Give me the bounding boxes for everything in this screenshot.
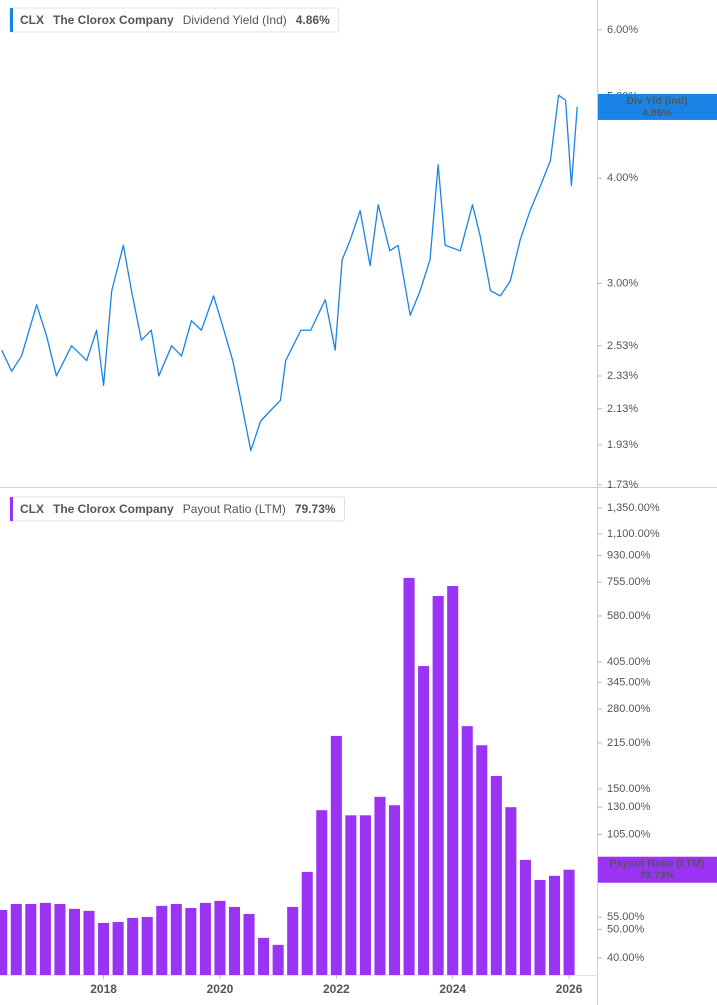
legend-series-name: Payout Ratio (LTM) bbox=[183, 502, 286, 516]
bar bbox=[418, 666, 430, 975]
legend-company: The Clorox Company bbox=[53, 13, 174, 27]
legend-ticker: CLX bbox=[20, 13, 44, 27]
y-tick-label: 1.93% bbox=[607, 439, 638, 451]
y-tick-label: 930.00% bbox=[607, 550, 651, 562]
bar bbox=[0, 909, 8, 975]
y-tick-label: 215.00% bbox=[607, 737, 651, 749]
current-value-box bbox=[598, 93, 717, 120]
y-tick-label: 55.00% bbox=[607, 911, 645, 923]
bar bbox=[447, 586, 459, 975]
bar bbox=[272, 944, 284, 975]
y-tick-label: 4.00% bbox=[607, 172, 638, 184]
y-tick-label: 150.00% bbox=[607, 783, 651, 795]
y-tick-label: 755.00% bbox=[607, 576, 651, 588]
bar bbox=[374, 796, 386, 975]
bar bbox=[388, 805, 401, 975]
bar bbox=[505, 807, 517, 975]
y-tick-label: 6.00% bbox=[607, 24, 638, 36]
bar bbox=[243, 913, 255, 975]
y-tick-label: 1,350.00% bbox=[607, 502, 660, 514]
bar bbox=[476, 745, 488, 975]
bar bbox=[301, 871, 313, 975]
bar bbox=[330, 735, 342, 975]
legend-ticker: CLX bbox=[20, 502, 44, 516]
current-value-name: Div Yld (Ind) bbox=[626, 95, 687, 107]
bar bbox=[316, 810, 328, 975]
bar bbox=[83, 910, 95, 975]
y-tick-label: 1.73% bbox=[607, 479, 638, 491]
current-value-name: Payout Ratio (LTM) bbox=[610, 858, 705, 870]
legend-current-value: 79.73% bbox=[295, 502, 336, 516]
y-tick-label: 2.13% bbox=[607, 403, 638, 415]
bar bbox=[563, 869, 575, 975]
bar bbox=[258, 937, 270, 975]
y-tick-label: 50.00% bbox=[607, 923, 645, 935]
bar bbox=[214, 900, 226, 975]
y-tick-label: 105.00% bbox=[607, 829, 651, 841]
bar bbox=[432, 595, 444, 975]
x-tick-label: 2026 bbox=[556, 982, 583, 996]
bar bbox=[10, 903, 22, 975]
current-value-label: 4.86% bbox=[642, 107, 672, 119]
y-tick-label: 2.53% bbox=[607, 340, 638, 352]
bar bbox=[185, 908, 197, 975]
y-tick-label: 580.00% bbox=[607, 610, 651, 622]
bar bbox=[127, 917, 139, 975]
legend-company: The Clorox Company bbox=[53, 502, 174, 516]
plot-area bbox=[0, 577, 575, 975]
bar bbox=[199, 902, 211, 975]
y-tick-label: 40.00% bbox=[607, 952, 645, 964]
bar bbox=[359, 815, 371, 975]
y-tick-label: 1,100.00% bbox=[607, 528, 660, 540]
current-value-box bbox=[598, 856, 717, 883]
bar bbox=[548, 875, 561, 975]
bar bbox=[112, 921, 124, 975]
y-tick-label: 280.00% bbox=[607, 703, 651, 715]
y-tick-label: 3.00% bbox=[607, 277, 638, 289]
legend: CLX The Clorox Company Payout Ratio (LTM) 7… bbox=[9, 496, 346, 522]
bar bbox=[68, 908, 81, 975]
bar bbox=[403, 577, 415, 975]
y-tick-label: 405.00% bbox=[607, 656, 651, 668]
x-tick-label: 2022 bbox=[323, 982, 350, 996]
bar bbox=[228, 906, 241, 975]
bar bbox=[156, 905, 168, 975]
y-tick-label: 2.33% bbox=[607, 370, 638, 382]
legend: CLX The Clorox Company Dividend Yield (Ind… bbox=[9, 7, 340, 33]
bar bbox=[141, 916, 153, 975]
bar bbox=[490, 775, 502, 975]
x-tick-label: 2024 bbox=[439, 982, 466, 996]
bar bbox=[534, 879, 546, 975]
x-tick-label: 2020 bbox=[207, 982, 234, 996]
bar bbox=[345, 815, 357, 975]
legend-series-name: Dividend Yield (Ind) bbox=[183, 13, 287, 27]
bar bbox=[519, 859, 531, 975]
plot-area bbox=[1, 94, 578, 452]
legend-swatch bbox=[10, 497, 13, 521]
bar bbox=[39, 902, 51, 975]
bar bbox=[25, 903, 37, 975]
x-tick-label: 2018 bbox=[90, 982, 117, 996]
bar bbox=[287, 906, 299, 975]
bar bbox=[170, 903, 182, 975]
data-line bbox=[1, 94, 578, 452]
y-tick-label: 345.00% bbox=[607, 676, 651, 688]
y-tick-label: 130.00% bbox=[607, 801, 651, 813]
bar bbox=[98, 922, 110, 975]
bar bbox=[461, 726, 473, 975]
current-value-label: 79.73% bbox=[639, 870, 675, 882]
legend-swatch bbox=[10, 8, 13, 32]
legend-current-value: 4.86% bbox=[296, 13, 330, 27]
bar bbox=[54, 903, 66, 975]
